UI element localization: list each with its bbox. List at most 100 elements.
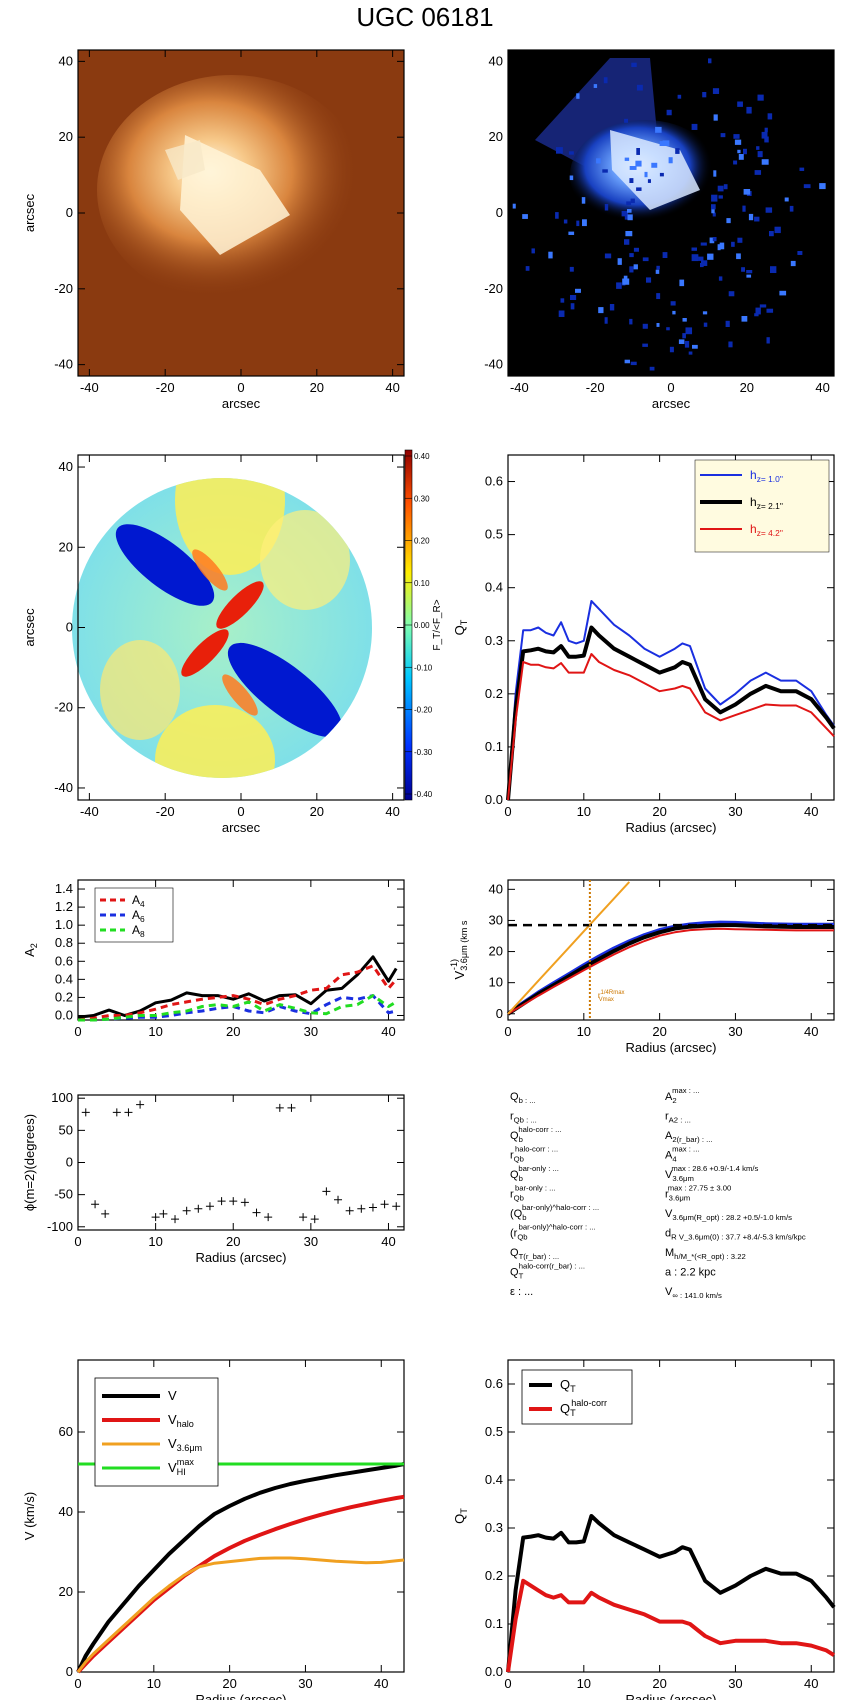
x-tick-label: 20 [226,1234,240,1249]
blue-speckle [582,219,587,227]
y-tick-label: 10 [489,975,503,990]
y-axis-label: V (km/s) [22,1492,37,1540]
blue-speckle [765,207,773,213]
blue-speckle [575,288,581,293]
blue-speckle [625,231,633,237]
x-tick-label: 0 [237,804,244,819]
blue-speckle [726,218,731,224]
phase-point [275,1103,284,1112]
blue-speckle [712,88,720,94]
phase-point [252,1208,261,1217]
blue-speckle [766,337,770,344]
y-axis-label: arcsec [22,608,37,647]
x-axis-label: Radius (arcsec) [195,1692,286,1700]
info-right-item: V3.6μm(R_opt) : 28.2 +0.5/-1.0 km/s [665,1208,792,1222]
blue-speckle [624,118,629,123]
blue-speckle [682,318,687,322]
y-tick-label: 40 [489,881,503,896]
phase-point [240,1198,249,1207]
blue-speckle [684,341,690,348]
info-right-item: V3.6μmmax : 28.6 +0.9/-1.4 km/s [665,1164,758,1183]
info-right-item: r3.6μmmax : 27.75 ± 3.00 [665,1184,731,1203]
phase-point [217,1197,226,1206]
blue-speckle [656,265,660,270]
blue-speckle [711,194,718,202]
blue-speckle [581,197,586,204]
rmax-label: r1/4Rmax Vmax [598,990,625,1003]
blue-speckle [799,167,805,171]
blue-speckle [748,213,754,221]
series-line-h-z-2-1- [506,625,836,801]
blue-speckle [742,205,746,212]
blue-speckle [675,148,680,154]
x-axis-label: arcsec [652,396,691,411]
colorbar-tick-label: -0.10 [414,663,433,672]
blue-speckle [723,184,728,190]
plot-frame [507,1359,835,1673]
blue-speckle [707,253,714,260]
phase-point [392,1202,401,1211]
y-tick-label: -100 [47,1219,73,1234]
panel-image-orange: -40 -20 0 20 40 -40 -20 0 20 40 arcsec arcsec [22,49,405,411]
blue-speckle [709,237,715,244]
y-axis-label: arcsec [22,193,37,232]
blue-speckle [629,166,637,170]
blue-speckle [570,303,575,310]
blue-speckle [630,198,635,204]
legend-label: A8 [132,923,145,939]
legend-label: Vhalo [168,1412,194,1429]
series-line-q-t-halo-corr [506,1578,836,1673]
blue-speckle [755,307,761,315]
blue-speckle [633,247,639,252]
blue-speckle [604,253,612,259]
y-tick-label: 0.3 [485,1520,503,1535]
y-tick-label: 0.2 [485,686,503,701]
info-right-item: V∞ : 141.0 km/s [665,1286,722,1300]
blue-speckle [803,184,811,189]
info-left-item: rQb : ... [510,1111,537,1125]
blue-speckle [718,276,723,281]
ratio-negative-upper-left [115,524,215,606]
blue-speckle [717,185,724,192]
x-tick-label: 0 [504,804,511,819]
y-tick-label: 0.6 [485,1376,503,1391]
blue-speckle [636,187,642,191]
blue-speckle [761,159,769,165]
blue-speckle [767,113,773,120]
panel-bar-phase: 0 10 20 30 40 -100 -50 0 50 100 Radius (arcsec) ϕ(m… [22,1090,405,1265]
series-line-linear [507,881,631,1015]
x-tick-label: 40 [804,804,818,819]
y-tick-label: 0.4 [485,1472,503,1487]
legend-label: hz= 2.1'' [750,495,783,511]
phase-point [322,1187,331,1196]
phase-point [194,1204,203,1213]
blue-speckle [569,266,574,272]
blue-speckle [642,343,648,347]
y-tick-label: -20 [54,281,73,296]
y-tick-label: 20 [59,1584,73,1599]
colorbar-tick-label: 0.40 [414,452,430,461]
x-tick-label: 40 [804,1676,818,1691]
y-tick-label: -40 [54,357,73,372]
x-tick-label: 20 [652,1024,666,1039]
x-tick-label: 20 [310,380,324,395]
blue-speckle [713,170,717,177]
blue-speckle [655,126,662,133]
blue-speckle [736,253,741,260]
blue-speckle [670,301,676,306]
blue-speckle [627,209,632,213]
x-tick-label: 0 [504,1676,511,1691]
blue-speckle [668,157,673,164]
info-left-item: Qbhalo-corr : ... [510,1125,562,1144]
blue-speckle [621,211,629,217]
series-line-h-z-1-0- [507,600,835,801]
blue-speckle [746,270,753,274]
series-line-v-3-6-m [76,1556,405,1673]
blue-speckle [627,214,633,221]
blue-speckle [720,133,726,138]
series-line-v [76,1462,405,1673]
blue-speckle [761,131,768,139]
y-tick-label: 1.0 [55,917,73,932]
series-line-black [506,923,834,1016]
blue-speckle [738,154,744,160]
